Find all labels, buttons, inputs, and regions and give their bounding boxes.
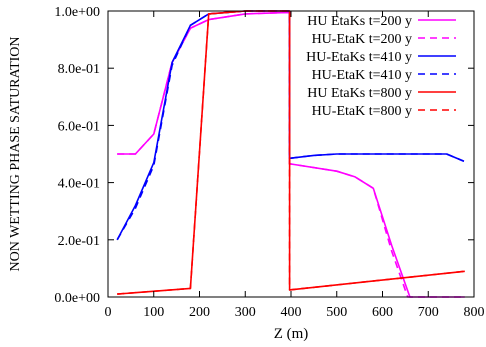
- x-tick-label: 800: [464, 305, 485, 320]
- y-tick-label: 1.0e+00: [54, 5, 100, 20]
- y-tick-label: 4.0e-01: [58, 177, 100, 192]
- x-tick-label: 300: [235, 305, 256, 320]
- x-tick-label: 100: [143, 305, 164, 320]
- y-tick-label: 8.0e-01: [58, 62, 100, 77]
- x-tick-label: 700: [418, 305, 439, 320]
- series-layer: [116, 10, 465, 298]
- x-tick-label: 400: [281, 305, 302, 320]
- ticks-layer: 0 100 200 300 400 500 600 700 800 0.0e+00 2.0e-01 4…: [54, 5, 484, 320]
- legend-label: HU EtaKs t=800 y: [307, 86, 412, 101]
- x-axis-label: Z (m): [274, 326, 309, 342]
- series-line: [116, 10, 465, 241]
- x-tick-label: 0: [105, 305, 112, 320]
- legend-label: HU-EtaKs t=410 y: [306, 50, 412, 65]
- legend-label: HU-EtaK t=200 y: [312, 32, 412, 47]
- x-tick-label: 500: [326, 305, 347, 320]
- x-tick-label: 200: [189, 305, 210, 320]
- series-line: [117, 11, 465, 298]
- y-axis-label: NON WETTING PHASE SATURATION: [8, 36, 23, 271]
- legend-label: HU EtaKs t=200 y: [307, 14, 412, 29]
- x-tick-label: 600: [372, 305, 393, 320]
- series-line: [117, 10, 465, 295]
- legend-label: HU-EtaK t=800 y: [312, 104, 412, 119]
- legend-label: HU-EtaK t=410 y: [312, 68, 412, 83]
- legend: HU EtaKs t=200 y HU-EtaK t=200 y HU-EtaKs …: [306, 14, 456, 119]
- y-tick-label: 6.0e-01: [58, 119, 100, 134]
- y-tick-label: 0.0e+00: [54, 291, 100, 306]
- series-line: [117, 10, 465, 295]
- y-tick-label: 2.0e-01: [58, 234, 100, 249]
